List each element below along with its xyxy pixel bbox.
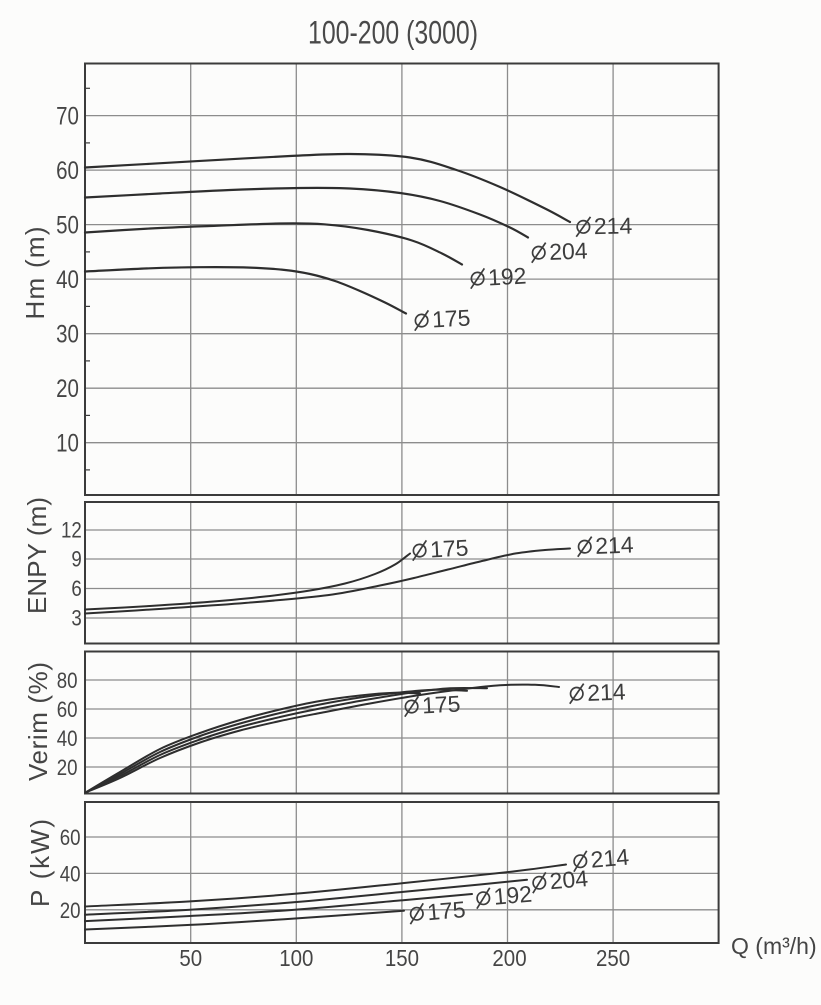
svg-text:Verim (%): Verim (%) (23, 662, 53, 781)
svg-text:204: 204 (549, 865, 590, 894)
svg-text:30: 30 (56, 320, 79, 348)
svg-text:192: 192 (487, 262, 527, 290)
svg-text:70: 70 (56, 102, 79, 130)
svg-text:60: 60 (56, 156, 79, 184)
svg-text:60: 60 (60, 827, 81, 851)
svg-text:200: 200 (492, 945, 526, 971)
svg-text:175: 175 (426, 896, 466, 925)
svg-text:20: 20 (57, 757, 78, 781)
svg-text:20: 20 (60, 899, 81, 923)
svg-text:P (kW): P (kW) (25, 819, 55, 907)
svg-text:6: 6 (71, 578, 81, 602)
svg-text:250: 250 (596, 945, 630, 971)
svg-text:175: 175 (431, 304, 471, 332)
svg-text:10: 10 (56, 429, 79, 457)
svg-text:214: 214 (594, 212, 633, 239)
svg-text:ENPY (m): ENPY (m) (22, 497, 52, 614)
svg-text:9: 9 (71, 548, 81, 572)
svg-text:40: 40 (56, 265, 79, 293)
svg-text:100-200 (3000): 100-200 (3000) (308, 15, 478, 51)
svg-text:40: 40 (57, 728, 78, 752)
svg-text:3: 3 (71, 607, 81, 631)
svg-text:50: 50 (56, 211, 79, 239)
svg-text:50: 50 (179, 945, 202, 971)
svg-text:150: 150 (385, 945, 419, 971)
svg-text:12: 12 (61, 519, 82, 543)
svg-text:Hm (m): Hm (m) (20, 227, 50, 320)
svg-text:20: 20 (56, 374, 79, 402)
svg-text:214: 214 (587, 678, 626, 705)
svg-text:214: 214 (595, 531, 634, 558)
svg-text:40: 40 (60, 863, 81, 887)
svg-text:100: 100 (279, 945, 313, 971)
svg-text:60: 60 (57, 699, 78, 723)
svg-text:175: 175 (421, 690, 461, 718)
svg-text:192: 192 (493, 881, 533, 910)
svg-text:Q (m³/h): Q (m³/h) (731, 933, 817, 959)
svg-text:175: 175 (429, 534, 469, 562)
svg-text:204: 204 (549, 237, 588, 264)
svg-text:80: 80 (57, 670, 78, 694)
svg-text:214: 214 (590, 844, 631, 873)
